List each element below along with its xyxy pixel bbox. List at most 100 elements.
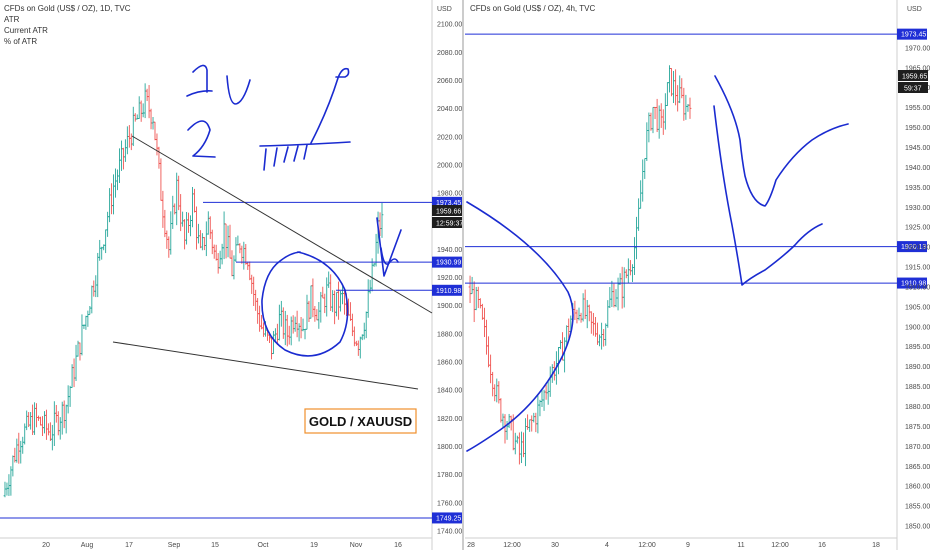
right-time-axis-tick-label: 4 [605,542,609,549]
left-price-axis-tick-label: 1840.00 [437,388,462,395]
right-price-axis-tick-label: 1940.00 [905,165,930,172]
right-time-axis-tick-label: 11 [737,542,744,549]
left-time-axis-tick-label: 17 [125,542,133,549]
drawn-number-2[interactable] [187,120,216,158]
left-time-axis-tick-label: 19 [310,542,318,549]
left-price-axis-tick-label: 2020.00 [437,134,462,141]
left-plot-area[interactable] [0,0,432,538]
right-price-axis-tick-label: 1875.00 [905,424,930,431]
left-countdown-badge-bg [432,217,462,228]
left-time-axis-tick-label: 15 [211,542,219,549]
right-price-axis-tick-label: 1950.00 [905,125,930,132]
left-countdown-badge: 12:59:37 [436,221,463,228]
drawn-consolidation-circle[interactable] [261,251,349,357]
right-levels: 1973.45 1920.13 1910.98 [465,28,927,289]
right-price-axis-tick-label: 1865.00 [905,464,930,471]
left-time-axis-tick-label: 16 [394,542,402,549]
left-time-axis-tick-label: Sep [168,542,181,549]
left-level-badge: 1910.98 [436,288,461,295]
left-levels: 1973.45 1930.99 1910.98 1749.25 [0,196,462,524]
right-time-axis-tick-label: 30 [551,542,559,549]
right-price-axis-tick-label: 1850.00 [905,524,930,531]
upper-trendline[interactable] [131,135,433,314]
right-price-axis-tick-label: 1870.00 [905,444,930,451]
drawn-base-line[interactable] [259,141,351,147]
left-currency-label: USD [437,6,452,13]
drawn-small-hook[interactable] [380,247,399,265]
drawn-bullish-path-upper[interactable] [714,75,849,207]
right-level-badge: 1920.13 [901,244,926,251]
drawn-number-1[interactable] [192,64,208,93]
left-price-axis-tick-label: 1980.00 [437,191,462,198]
right-time-axis[interactable]: 28 12:00 30 4 12:00 9 11 12:00 16 18 [467,542,880,549]
right-price-axis-tick-label: 1860.00 [905,484,930,491]
drawn-check-mark[interactable] [376,217,402,277]
left-price-axis[interactable]: 2100.00 2080.00 2060.00 2040.00 2020.00 2000.… [437,22,462,536]
right-time-axis-tick-label: 12:00 [503,542,521,549]
right-time-axis-tick-label: 16 [818,542,826,549]
left-level-badge-bg [432,512,462,524]
right-time-axis-tick-label: 18 [872,542,880,549]
right-price-axis-tick-label: 1855.00 [905,504,930,511]
right-plot-area[interactable] [465,0,897,538]
left-freehand-drawings [186,64,402,357]
right-time-axis-tick-label: 12:00 [771,542,789,549]
left-price-axis-tick-label: 1800.00 [437,444,462,451]
right-price-axis-tick-label: 1945.00 [905,145,930,152]
left-chart-title: CFDs on Gold (US$ / OZ), 1D, TVC [4,4,131,13]
right-level-badge: 1973.45 [901,32,926,39]
right-chart-title: CFDs on Gold (US$ / OZ), 4h, TVC [470,4,595,13]
left-level-badge-bg [432,256,462,268]
left-price-axis-tick-label: 2080.00 [437,50,462,57]
right-price-badge-bg [898,70,928,81]
left-price-axis-tick-label: 1940.00 [437,247,462,254]
left-price-axis-tick-label: 2000.00 [437,162,462,169]
left-price-axis-tick-label: 2040.00 [437,106,462,113]
left-price-badge-bg [432,205,462,216]
right-time-axis-tick-label: 9 [686,542,690,549]
right-level-badge-bg [897,241,927,253]
right-time-axis-tick-label: 28 [467,542,475,549]
right-price-axis-tick-label: 1905.00 [905,304,930,311]
drawn-number-1-base[interactable] [186,90,213,97]
drawn-bullish-path-lower[interactable] [713,105,823,286]
right-price-badge: 1959.65 [902,74,927,81]
right-countdown-badge: 59:37 [904,86,922,93]
right-price-axis-tick-label: 1910.00 [905,284,930,291]
left-candles [3,83,384,498]
left-level-badge-bg [432,284,462,296]
right-freehand-drawings [466,75,849,452]
left-level-badge: 1973.45 [436,200,461,207]
symbol-label-text: GOLD / XAUUSD [309,414,412,429]
right-level-badge-bg [897,28,927,40]
left-price-axis-tick-label: 2060.00 [437,78,462,85]
left-indicator-current-atr: Current ATR [4,26,48,35]
left-level-badge: 1749.25 [436,515,461,522]
symbol-label-box[interactable]: GOLD / XAUUSD [304,408,417,434]
right-level-badge: 1910.98 [901,281,926,288]
right-price-axis-tick-label: 1920.00 [905,245,930,252]
left-time-axis-tick-label: 20 [42,542,50,549]
left-price-axis-tick-label: 1880.00 [437,331,462,338]
left-level-badge-bg [432,196,462,208]
left-price-axis-tick-label: 1820.00 [437,416,462,423]
drawn-check-v[interactable] [226,75,251,105]
left-last-price: 1959.66 12:59:37 [432,205,463,228]
right-price-axis-tick-label: 1900.00 [905,324,930,331]
left-time-axis[interactable]: 20 Aug 17 Sep 15 Oct 19 Nov 16 [42,542,402,549]
drawn-up-arrow[interactable] [310,67,350,144]
right-price-axis-tick-label: 1930.00 [905,205,930,212]
right-price-axis-tick-label: 1935.00 [905,185,930,192]
drawn-hatching[interactable] [263,144,308,171]
right-price-axis-tick-label: 1885.00 [905,384,930,391]
lower-trendline[interactable] [112,341,419,390]
right-countdown-badge-bg [898,82,928,93]
left-price-axis-tick-label: 1760.00 [437,500,462,507]
right-currency-label: USD [907,6,922,13]
left-level-badge: 1930.99 [436,260,461,267]
left-indicator-atr: ATR [4,15,20,24]
left-price-axis-tick-label: 1860.00 [437,360,462,367]
drawn-u-shape-curve[interactable] [466,201,574,452]
right-price-axis[interactable]: 1970.001965.001960.001955.001950.001945.… [905,45,930,530]
